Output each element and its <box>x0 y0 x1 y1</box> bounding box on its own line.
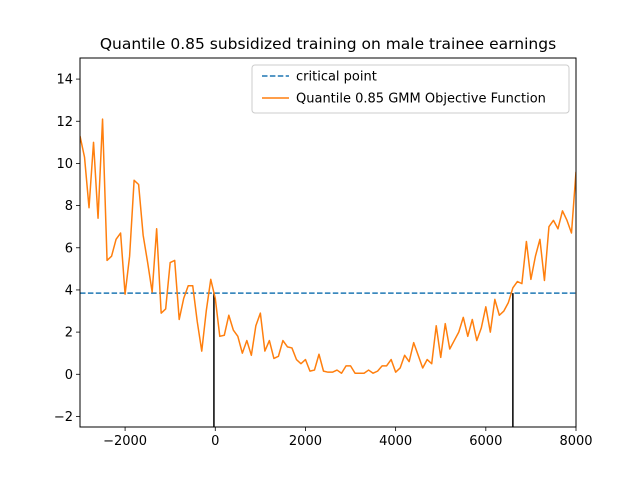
objective-function-line <box>80 118 576 374</box>
y-tick-label: 14 <box>56 73 73 88</box>
y-tick-label: 12 <box>56 115 73 130</box>
y-tick-label: 6 <box>65 241 73 256</box>
legend-box <box>251 64 570 114</box>
y-tick-label: 4 <box>65 283 73 298</box>
x-tick-label: 2000 <box>289 434 322 449</box>
chart-title: Quantile 0.85 subsidized training on mal… <box>100 35 556 53</box>
legend-label-critical-point: critical point <box>296 70 377 85</box>
y-tick-label: −2 <box>54 410 73 425</box>
x-tick-label: −2000 <box>103 434 147 449</box>
y-tick-label: 10 <box>56 157 73 172</box>
x-tick-label: 4000 <box>379 434 412 449</box>
y-tick-label: 0 <box>65 368 73 383</box>
x-tick-label: 6000 <box>469 434 502 449</box>
y-tick-label: 2 <box>65 326 73 341</box>
y-tick-label: 8 <box>65 199 73 214</box>
plot-frame <box>79 57 577 428</box>
x-tick-label: 0 <box>211 434 219 449</box>
legend-label-objective-function: Quantile 0.85 GMM Objective Function <box>296 92 546 107</box>
legend: critical point Quantile 0.85 GMM Objecti… <box>251 64 570 114</box>
x-tick-label: 8000 <box>559 434 592 449</box>
